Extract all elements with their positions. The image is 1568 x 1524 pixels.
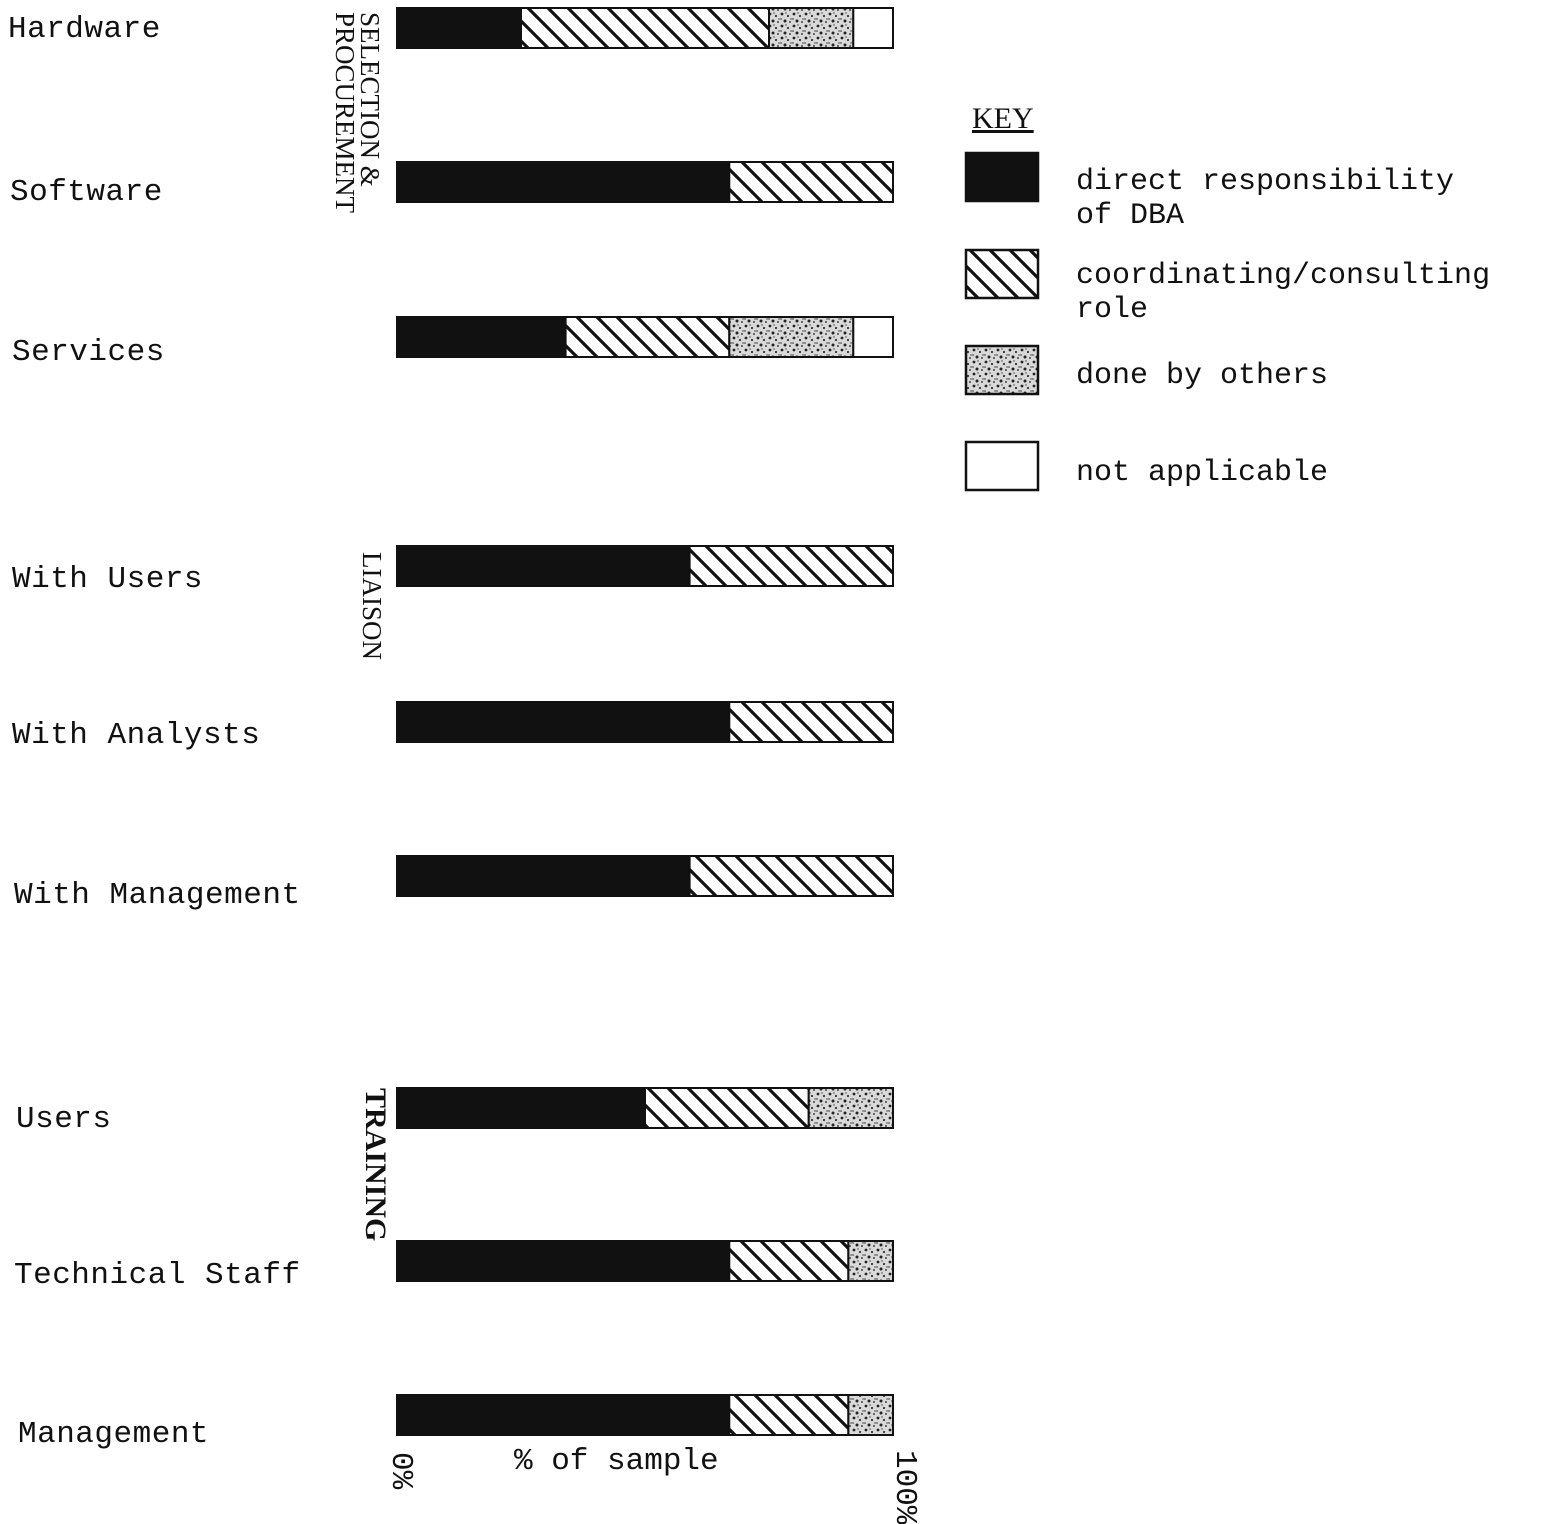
- bar-users-solid: [396, 1087, 646, 1129]
- bar-with-analysts-hatched: [728, 701, 894, 743]
- bar-technical-staff-stippled: [847, 1240, 895, 1282]
- group-label-selection-procurement: SELECTION & PROCUREMENT: [330, 12, 385, 214]
- bar-users-stippled: [807, 1087, 895, 1129]
- bar-management-stippled: [847, 1394, 895, 1436]
- bar-technical-staff-solid: [396, 1240, 731, 1282]
- bar-hardware-stippled: [768, 7, 855, 49]
- category-label-users: Users: [16, 1102, 112, 1137]
- bar-users-hatched: [644, 1087, 810, 1129]
- bar-management-solid: [396, 1394, 731, 1436]
- legend-swatch-open: [964, 440, 1040, 492]
- bar-hardware-solid: [396, 7, 522, 49]
- bar-technical-staff-hatched: [728, 1240, 850, 1282]
- bar-management-hatched: [728, 1394, 850, 1436]
- category-label-with-analysts: With Analysts: [12, 718, 261, 753]
- category-label-technical-staff: Technical Staff: [14, 1258, 301, 1293]
- category-label-services: Services: [12, 335, 165, 370]
- category-label-software: Software: [10, 175, 163, 210]
- bar-with-analysts-solid: [396, 701, 731, 743]
- legend-swatch-hatched: [964, 248, 1040, 300]
- legend-swatch-solid: [964, 151, 1040, 203]
- bar-with-users-hatched: [688, 545, 894, 587]
- bar-services-hatched: [564, 316, 731, 358]
- bar-software-solid: [396, 161, 731, 203]
- category-label-management: Management: [18, 1417, 210, 1452]
- x-tick-label-1: 100%: [887, 1450, 922, 1524]
- group-label-training: TRAINING: [359, 1088, 392, 1242]
- bars-layer: [396, 7, 895, 1436]
- bar-with-management-hatched: [688, 855, 894, 897]
- x-axis-label: % of sample: [514, 1444, 719, 1479]
- bar-services-open: [852, 316, 894, 358]
- legend-label-open: not applicable: [1076, 456, 1329, 490]
- legend-swatch-stippled: [964, 344, 1040, 396]
- category-label-with-users: With Users: [12, 562, 204, 597]
- legend-label-solid: direct responsibility: [1076, 165, 1455, 199]
- category-label-with-management: With Management: [14, 878, 301, 913]
- group-label-liaison: LIAISON: [357, 552, 387, 660]
- legend-label-solid-line2: of DBA: [1076, 199, 1185, 233]
- legend-label-hatched: coordinating/consulting: [1076, 259, 1491, 293]
- legend-label-stippled: done by others: [1076, 359, 1329, 393]
- legend-swatches: [964, 151, 1040, 492]
- bar-services-solid: [396, 316, 567, 358]
- x-tick-label-0: 0%: [383, 1452, 418, 1490]
- legend-title: KEY: [972, 102, 1034, 135]
- bar-with-users-solid: [396, 545, 691, 587]
- bar-services-stippled: [728, 316, 855, 358]
- legend-label-hatched-line2: role: [1076, 293, 1149, 327]
- bar-software-hatched: [728, 161, 894, 203]
- bar-hardware-hatched: [520, 7, 770, 49]
- category-label-hardware: Hardware: [8, 12, 161, 47]
- bar-hardware-open: [852, 7, 894, 49]
- bar-with-management-solid: [396, 855, 691, 897]
